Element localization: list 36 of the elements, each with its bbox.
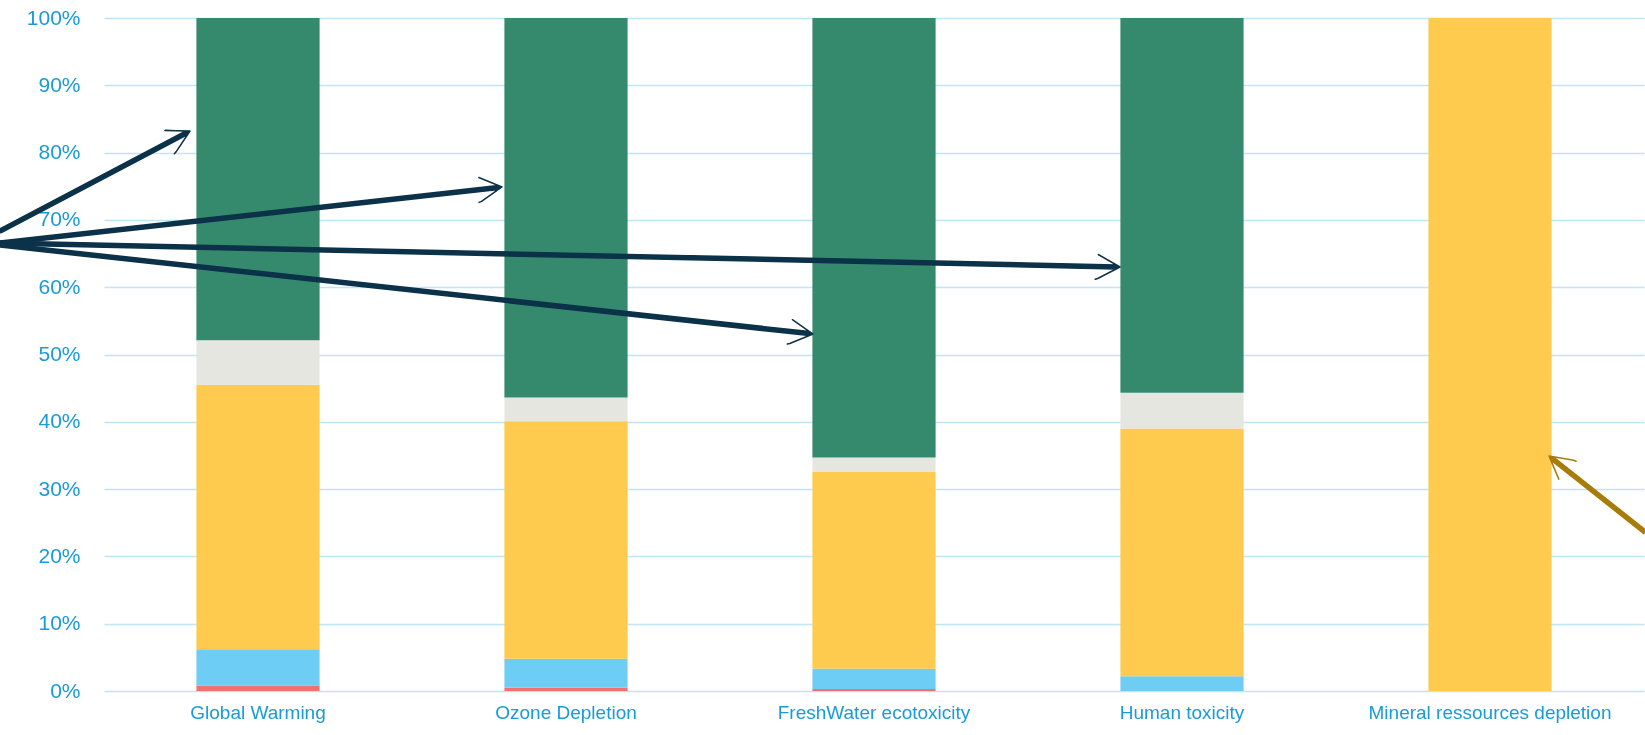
bar	[1120, 392, 1244, 429]
bar	[504, 421, 628, 659]
bar	[196, 649, 320, 686]
y-tick-label: 80%	[38, 140, 81, 164]
bar	[812, 668, 936, 689]
bar	[812, 18, 936, 458]
x-tick-label: Human toxicity	[1119, 701, 1245, 723]
bar	[1120, 18, 1244, 393]
bar	[1120, 676, 1244, 691]
bar	[504, 397, 628, 422]
y-tick-label: 0%	[50, 678, 81, 702]
bar	[504, 687, 628, 691]
y-tick-label: 70%	[38, 207, 81, 231]
y-tick-label: 60%	[38, 274, 81, 298]
y-tick-label: 10%	[38, 611, 81, 635]
y-tick-label: 50%	[38, 342, 81, 365]
x-tick-label: Global Warming	[190, 701, 326, 723]
bar	[196, 340, 320, 385]
y-tick-label: 90%	[38, 72, 81, 96]
bar	[812, 688, 936, 691]
bar	[1428, 18, 1552, 691]
x-tick-label: FreshWater ecotoxicity	[777, 701, 971, 723]
bar	[196, 384, 320, 650]
y-tick-label: 20%	[38, 543, 81, 567]
bar	[196, 18, 320, 341]
bar	[812, 457, 936, 472]
bar	[812, 471, 936, 669]
bar	[504, 18, 628, 398]
bar	[1120, 428, 1244, 677]
y-tick-label: 100%	[26, 5, 81, 29]
bar	[504, 658, 628, 688]
y-tick-label: 30%	[38, 476, 81, 500]
y-tick-label: 40%	[38, 409, 81, 433]
x-tick-label: Ozone Depletion	[495, 701, 637, 723]
x-tick-label: Mineral ressources depletion	[1368, 701, 1612, 723]
bar	[196, 685, 320, 691]
